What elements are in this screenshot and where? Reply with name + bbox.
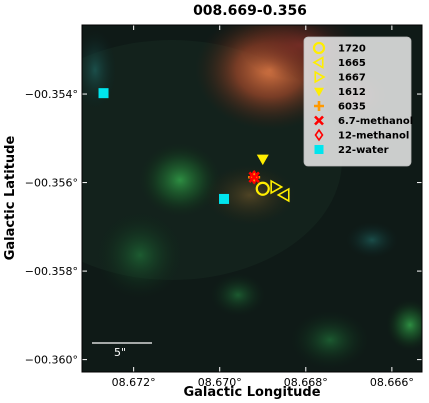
legend-label: 6035: [338, 102, 366, 113]
scalebar: 5": [92, 342, 152, 359]
legend-marker-plus: [314, 101, 324, 111]
y-axis-label: Galactic Latitude: [3, 136, 18, 261]
plot-frame: [81, 24, 423, 373]
data-point-square: [98, 88, 109, 99]
data-point-circle: [255, 181, 270, 196]
legend: 1720 1665 1667 1612 6035 6.7-methanol 12-metha…: [303, 36, 413, 167]
y-tick-label: −00.354°: [25, 88, 78, 101]
x-tick-label: 08.670°: [198, 376, 242, 389]
legend-marker-circle: [312, 41, 326, 55]
legend-label: 22-water: [338, 145, 389, 156]
y-tick-label: −00.356°: [25, 177, 78, 190]
y-tick-label: −00.360°: [25, 354, 78, 367]
data-point-triangle-down: [256, 154, 269, 166]
legend-marker-triangle-left: [312, 56, 324, 69]
legend-label: 1667: [338, 73, 366, 84]
data-point-triangle-right: [270, 179, 284, 195]
data-point-square: [219, 193, 230, 204]
scalebar-label: 5": [114, 346, 126, 359]
legend-box: [303, 36, 412, 167]
x-tick-label: 08.668°: [284, 376, 328, 389]
x-tick-label: 08.666°: [370, 376, 414, 389]
legend-label: 1665: [338, 58, 366, 69]
legend-label: 12-methanol: [338, 131, 409, 142]
x-tick-label: 08.672°: [112, 376, 156, 389]
legend-label: 6.7-methanol: [338, 116, 413, 127]
legend-marker-triangle-right: [314, 70, 326, 84]
data-point-triangle-left: [276, 187, 290, 203]
chart-title: 008.669-0.356: [193, 3, 307, 19]
legend-label: 1612: [338, 87, 366, 98]
data-point-diamond: [248, 169, 260, 185]
legend-label: 1720: [338, 44, 366, 55]
legend-marker-square: [314, 145, 324, 154]
data-point-x: [248, 171, 260, 183]
legend-marker-x: [314, 115, 324, 126]
y-tick-label: −00.358°: [25, 265, 78, 278]
legend-marker-diamond: [314, 128, 324, 142]
x-axis-label: Galactic Longitude: [183, 385, 320, 400]
legend-marker-triangle-down: [314, 87, 324, 97]
